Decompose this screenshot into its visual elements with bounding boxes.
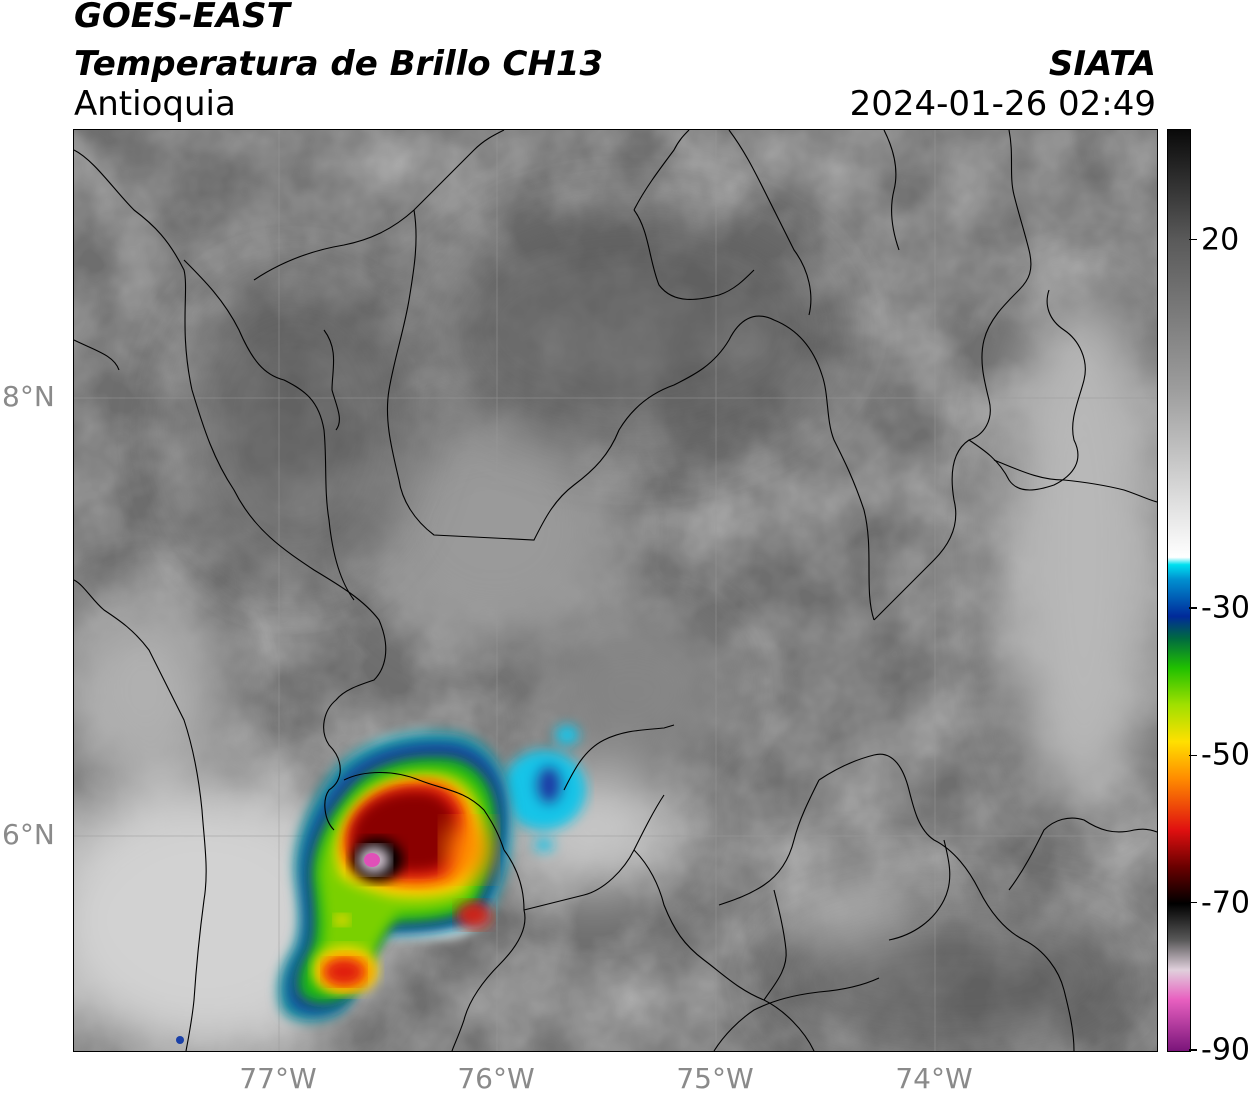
agency-label: SIATA: [1048, 44, 1156, 84]
storm-cell-south: [176, 946, 378, 1044]
colorbar-tick-mark: [1189, 607, 1197, 609]
colorbar-tick-label: -30: [1201, 590, 1250, 626]
map-canvas: [74, 130, 1157, 1051]
dark-regions: [174, 210, 1134, 1050]
storm-cell-east: [502, 725, 586, 851]
colorbar-tick-mark: [1189, 754, 1197, 757]
colorbar-tick-label: -50: [1201, 737, 1250, 773]
graticule: [74, 130, 1157, 1051]
lon-label-74w: 74°W: [895, 1062, 973, 1095]
lat-label-8n: 8°N: [2, 380, 55, 413]
product-title: Temperatura de Brillo CH13: [74, 44, 604, 84]
colorbar: [1167, 129, 1191, 1052]
colorbar-tick-label: -70: [1201, 885, 1250, 921]
boundaries: [74, 130, 1157, 1051]
storm-cell-main: [278, 731, 513, 1022]
colorbar-tick-label: -90: [1201, 1032, 1250, 1068]
lat-label-6n: 6°N: [2, 818, 55, 851]
datetime-label: 2024-01-26 02:49: [849, 84, 1156, 124]
lon-label-75w: 75°W: [676, 1062, 754, 1095]
colorbar-tick-mark: [1189, 238, 1197, 241]
lon-label-77w: 77°W: [239, 1062, 317, 1095]
lon-label-76w: 76°W: [457, 1062, 535, 1095]
region-subtitle: Antioquia: [74, 84, 236, 124]
colorbar-tick-label: 20: [1201, 222, 1240, 258]
colorbar-tick-mark: [1189, 901, 1197, 904]
colorbar-tick-mark: [1189, 1049, 1197, 1051]
satellite-title: GOES-EAST: [74, 0, 290, 36]
map-panel[interactable]: [73, 129, 1158, 1052]
